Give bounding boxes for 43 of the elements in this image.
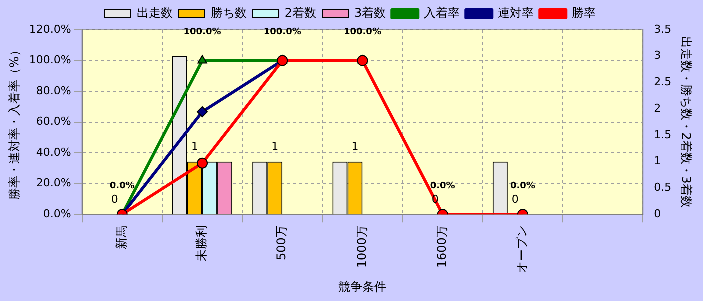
y-tick-label: 20.0% — [36, 176, 72, 190]
data-label: 100.0% — [184, 28, 222, 38]
y2-axis-title: 出走数・勝ち数・2着数・3着数 — [680, 36, 694, 208]
data-label: 1 — [352, 140, 359, 154]
data-label: 1 — [272, 140, 279, 154]
text: 0.0% — [430, 181, 456, 192]
y2-tick-label: 0 — [654, 207, 662, 220]
y2-tick-label: 2 — [654, 102, 662, 115]
data-label: 0.0% — [110, 181, 135, 192]
data-label: 0 — [111, 192, 118, 206]
legend-label: 3着数 — [354, 6, 386, 20]
y-tick-label: 60.0% — [36, 115, 72, 128]
legend-label: 勝率 — [572, 6, 596, 20]
point — [197, 106, 208, 118]
x-tick-label: 1000万 — [354, 226, 369, 268]
legend-label: 2着数 — [284, 6, 317, 20]
data-label: 1 — [191, 140, 198, 154]
x-tick-label: 500万 — [274, 226, 289, 261]
legend-label: 連対率 — [498, 6, 534, 20]
y2-tick-label: 3.5 — [654, 22, 672, 36]
y2-tick-label: 1 — [654, 154, 662, 168]
x-axis-title: 競争条件 — [338, 280, 387, 294]
text: 0.0% — [510, 181, 536, 192]
x-tick-label: 未勝利 — [194, 226, 209, 262]
legend-label: 入着率 — [424, 6, 460, 20]
y-axis-title: 勝率・連対率・入着率（%） — [7, 44, 22, 200]
x-tick-label: 1600万 — [434, 226, 449, 268]
y-tick-label: 0.0% — [43, 207, 72, 220]
y-tick-label: 40.0% — [36, 146, 72, 159]
legend-label: 勝ち数 — [210, 6, 247, 20]
y2-tick-label: 2.5 — [654, 76, 672, 89]
x-tick-label: オープン — [515, 226, 530, 274]
data-label: 100.0% — [344, 28, 382, 38]
data-label: 100.0% — [264, 28, 302, 38]
y-tick-label: 80.0% — [36, 84, 72, 98]
y2-tick-label: 1.5 — [654, 128, 672, 142]
y2-tick-label: 3 — [654, 49, 662, 62]
y2-tick-label: 0.5 — [654, 181, 672, 194]
x-tick-label: 新馬 — [114, 226, 129, 250]
data-label: 0 — [512, 192, 519, 206]
y-tick-label: 100.0% — [29, 54, 72, 67]
y-tick-label: 120.0% — [29, 22, 72, 36]
legend-label: 出走数 — [136, 6, 173, 20]
